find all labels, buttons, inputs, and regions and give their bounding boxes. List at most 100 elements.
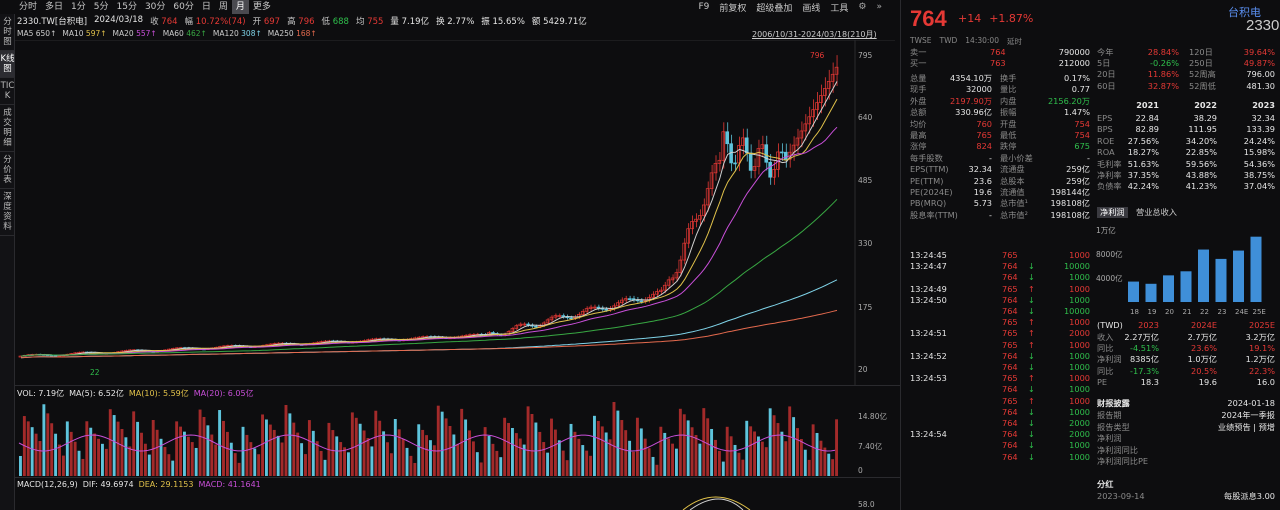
close-value: 764 xyxy=(161,17,178,27)
fin-row: ROE 27.56% 34.20% 24.24% xyxy=(1097,136,1277,147)
volume-bar xyxy=(440,411,444,476)
stat-value: 4354.10万 xyxy=(949,73,992,83)
tab-trade-detail[interactable]: 成交明细 xyxy=(0,105,15,152)
volume-bar xyxy=(237,462,241,476)
tab-kline[interactable]: K线图 xyxy=(0,51,15,78)
est-value: 2.27万亿 xyxy=(1124,332,1159,342)
period-10[interactable]: 更多 xyxy=(252,2,271,12)
volume-bar xyxy=(565,460,569,476)
fin-value: 43.88% xyxy=(1185,170,1217,180)
kline-chart[interactable]: 796 22 xyxy=(15,40,895,385)
period-9[interactable]: 月 xyxy=(231,0,249,14)
net-profit-chart[interactable]: 1万亿 8000亿 4000亿 18 19 20 21 22 23 24E 25E xyxy=(1096,222,1280,317)
volume-bar xyxy=(393,419,397,476)
candle xyxy=(744,137,749,154)
volume-value: 量 7.19亿 xyxy=(390,17,430,27)
candle xyxy=(623,298,628,301)
tick-row: 13:24:53 765 ↑ 1000 xyxy=(910,373,1092,384)
volume-bar xyxy=(323,459,327,476)
volume-bar xyxy=(30,427,34,476)
stock-name[interactable]: 台积电 xyxy=(1228,6,1261,19)
volume-bar xyxy=(378,420,382,476)
expand-icon[interactable]: » xyxy=(876,2,882,12)
candle xyxy=(834,66,839,75)
period-2[interactable]: 1分 xyxy=(71,2,86,12)
volume-bar xyxy=(514,433,518,476)
period-8[interactable]: 周 xyxy=(218,2,228,12)
gear-icon[interactable]: ⚙ xyxy=(858,2,867,12)
f9-button[interactable]: F9 xyxy=(698,2,710,12)
ob-label: 买一 xyxy=(910,58,927,69)
tab-price-table[interactable]: 分价表 xyxy=(0,152,15,189)
fin-tab-1[interactable]: 营业总收入 xyxy=(1136,207,1177,217)
date-range[interactable]: 2006/10/31-2024/03/18(210月) xyxy=(752,30,877,39)
bar-date: 2024/03/18 xyxy=(94,15,144,25)
tick-volume: 1000 xyxy=(1069,384,1090,395)
report-title[interactable]: 财报披露 xyxy=(1097,398,1130,408)
volume-chart[interactable] xyxy=(15,398,855,476)
stat-value: 330.96亿 xyxy=(955,107,992,118)
tab-intraday[interactable]: 分时图 xyxy=(0,14,15,51)
period-7[interactable]: 日 xyxy=(201,2,211,12)
volume-bar xyxy=(737,452,741,476)
period-3[interactable]: 5分 xyxy=(93,2,109,12)
volume-bar xyxy=(136,421,140,476)
volume-bar xyxy=(784,441,788,476)
tick-arrow: ↓ xyxy=(1028,261,1035,272)
tab-depth-info[interactable]: 深度资料 xyxy=(0,189,15,236)
period-5[interactable]: 30分 xyxy=(144,2,166,12)
candle xyxy=(783,151,788,160)
est-row: 同比 -4.51% 23.6% 19.1% xyxy=(1097,343,1277,354)
volume-bar xyxy=(624,430,628,476)
fin-label: BPS xyxy=(1097,124,1113,135)
forward-adjust-button[interactable]: 前复权 xyxy=(719,3,747,14)
dif-value: DIF: 49.6974 xyxy=(82,480,134,489)
tick-row: 764 ↓ 2000 xyxy=(910,418,1092,429)
volume-bar xyxy=(143,443,147,476)
fin-value: 27.56% xyxy=(1127,135,1159,146)
perf-row: 60日 32.87% 52周低 481.30 xyxy=(1097,81,1277,92)
overlay-button[interactable]: 超级叠加 xyxy=(756,3,793,14)
draw-line-button[interactable]: 画线 xyxy=(802,3,821,14)
volume-bar xyxy=(608,439,612,476)
tab-tick[interactable]: TICK xyxy=(0,78,15,105)
volume-bar xyxy=(140,432,143,476)
stat-label: 最高 xyxy=(910,130,927,140)
period-4[interactable]: 15分 xyxy=(116,2,137,12)
tick-time: 13:24:50 xyxy=(910,294,947,305)
volume-bar xyxy=(764,447,768,476)
ob-volume: 212000 xyxy=(1058,58,1090,69)
candle xyxy=(655,291,659,295)
fin-tab-0[interactable]: 净利润 xyxy=(1097,207,1128,218)
low-label: 低 xyxy=(321,17,331,27)
est-value: 18.3 xyxy=(1140,376,1159,387)
volume-bar xyxy=(827,453,831,476)
fin-value: 54.36% xyxy=(1243,158,1275,169)
volume-bar xyxy=(503,417,507,476)
candle xyxy=(557,315,562,317)
est-value: 19.1% xyxy=(1248,343,1275,354)
volume-bar xyxy=(753,431,756,476)
period-0[interactable]: 分时 xyxy=(19,2,38,12)
macd-chart[interactable] xyxy=(15,490,855,510)
volume-bar xyxy=(581,445,585,476)
macd-label: MACD(12,26,9) xyxy=(17,480,78,489)
period-6[interactable]: 60分 xyxy=(173,2,194,12)
volume-bar xyxy=(557,440,561,476)
dividend-title[interactable]: 分红 xyxy=(1097,479,1114,489)
tick-arrow: ↓ xyxy=(1028,294,1035,305)
stat-value: 675 xyxy=(1074,141,1090,152)
candle xyxy=(510,328,515,332)
tools-button[interactable]: 工具 xyxy=(830,3,849,14)
volume-bar xyxy=(647,448,651,476)
volume-bar xyxy=(639,428,643,476)
est-value: 22.3% xyxy=(1248,365,1275,376)
period-1[interactable]: 多日 xyxy=(45,2,64,12)
candle xyxy=(545,319,550,324)
stat-value: 19.6 xyxy=(973,187,992,197)
ma-value: 168↑ xyxy=(296,29,317,38)
amount-value: 额 5429.71亿 xyxy=(531,17,587,27)
tick-volume: 10000 xyxy=(1063,306,1090,316)
tick-price: 765 xyxy=(1002,250,1018,260)
volume-bar xyxy=(499,457,503,476)
